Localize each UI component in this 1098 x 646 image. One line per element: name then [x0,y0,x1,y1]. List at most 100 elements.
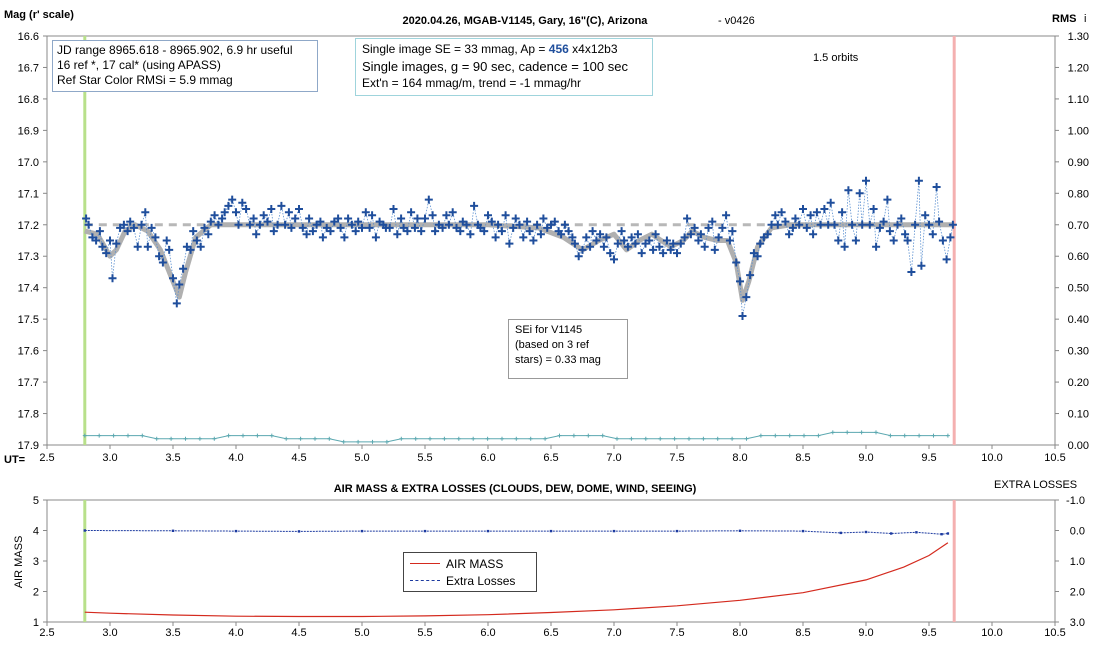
top-y-tick-label: 16.7 [18,62,39,74]
mag-data-point [756,239,765,248]
mag-data-point [277,201,286,210]
bottom-x-tick-label: 4.0 [228,627,243,639]
top-y2-tick-label: 0.30 [1068,346,1089,358]
mag-data-point [267,205,276,213]
mag-data-point [788,223,797,232]
rms-data-point [140,433,145,438]
mag-data-point [844,186,853,195]
mag-data-point [509,223,518,232]
mag-data-point [511,214,520,223]
mag-data-point [206,217,215,226]
top-x-tick-label: 6.5 [543,452,558,464]
rms-data-point [816,433,821,438]
mag-data-point [830,220,839,229]
mag-data-point [539,214,548,223]
rms-data-point [485,436,490,441]
mag-data-point [147,223,156,232]
mag-data-point [218,214,227,223]
bottom-y2-tick-label: 0.0 [1070,526,1085,538]
extra-losses-point [801,529,805,533]
mag-data-point [623,242,632,251]
mag-data-point [249,214,258,223]
axis-ticks: 2.5 3.0 3.5 4.0 4.5 5.0 5.5 6.0 6.5 7.0 7.5 8.0 8.5 9… [18,31,1089,639]
rms-data-point [902,433,907,438]
mag-data-point [515,220,524,229]
mag-data-point [210,211,219,220]
mag-data-point [855,189,864,198]
top-x-tick-label: 8.0 [732,452,747,464]
info-left-line-2: 16 ref *, 17 cal* (using APASS) [57,58,221,72]
extra-losses-point [890,532,893,535]
bottom-x-tick-label: 9.0 [858,627,873,639]
mag-data-point [851,236,860,245]
mag-data-point [98,242,107,251]
mag-data-point [694,236,703,245]
mag-data-point [610,255,618,264]
sei-line-1: SEi for V1145 [515,324,583,336]
mag-data-point [872,242,881,251]
rms-data-point [413,436,418,441]
bottom-y2-tick-label: -1.0 [1066,495,1085,507]
rms-data-point [643,436,648,441]
mag-data-point [897,214,906,223]
top-x-tick-label: 8.5 [795,452,810,464]
mag-data-point [771,211,780,220]
top-y2-axis-label-suffix: i [1084,13,1086,25]
bottom-x-tick-label: 8.5 [795,627,810,639]
top-x-tick-label: 2.5 [39,452,54,464]
extra-losses-point [738,529,742,532]
info-left-line-3: Ref Star Color RMSi = 5.9 mmag [57,73,233,87]
mag-data-point [659,249,668,258]
mag-data-point [389,205,398,213]
top-chart-marks [82,36,957,445]
mag-data-point [232,208,240,217]
rms-data-point [744,436,749,441]
mag-data-point [799,205,807,213]
mag-data-point [946,233,955,242]
mag-data-point [302,230,311,239]
top-y-tick-label: 16.8 [18,94,39,106]
mag-data-point [295,205,303,213]
mag-data-point [354,217,363,226]
top-x-axis-label: UT= [4,454,25,466]
mag-data-point [417,227,426,236]
mag-data-point [179,264,188,273]
rms-data-point [399,436,404,441]
extra-losses-point [360,529,364,533]
extra-losses-line [84,530,948,535]
mag-data-point [834,236,843,245]
mag-data-point [596,230,605,239]
legend-airmass-label: AIR MASS [446,556,504,571]
top-x-tick-label: 3.0 [102,452,117,464]
rms-data-point [543,436,548,441]
extra-losses-point [940,533,943,536]
mag-data-point [525,227,534,236]
top-x-tick-label: 4.0 [228,452,243,464]
rms-data-point [327,436,332,441]
mag-data-point [491,233,500,242]
mag-data-point [438,223,447,232]
mag-data-point [137,220,146,229]
rms-data-point [226,433,231,438]
mag-data-point [588,227,597,236]
mag-data-point [809,230,818,239]
mag-data-point [536,230,545,239]
top-y2-tick-label: 0.10 [1068,409,1089,421]
aperture-value: 456 [548,42,569,56]
mag-data-point [570,239,579,248]
mag-data-point [686,230,695,239]
mag-data-point [340,233,349,242]
mag-data-point [840,242,849,251]
mag-data-point [361,208,370,217]
top-y-tick-label: 17.0 [18,157,39,169]
mag-data-point [129,223,138,232]
extra-losses-point [297,530,301,533]
mag-data-point [925,220,933,229]
mag-data-point [421,214,429,223]
rms-data-point [456,436,461,441]
bottom-x-tick-label: 8.0 [732,627,747,639]
sei-line-2: (based on 3 ref [515,339,589,351]
top-x-tick-label: 10.5 [1044,452,1065,464]
mag-data-point [84,220,93,229]
mag-data-point [192,236,201,245]
